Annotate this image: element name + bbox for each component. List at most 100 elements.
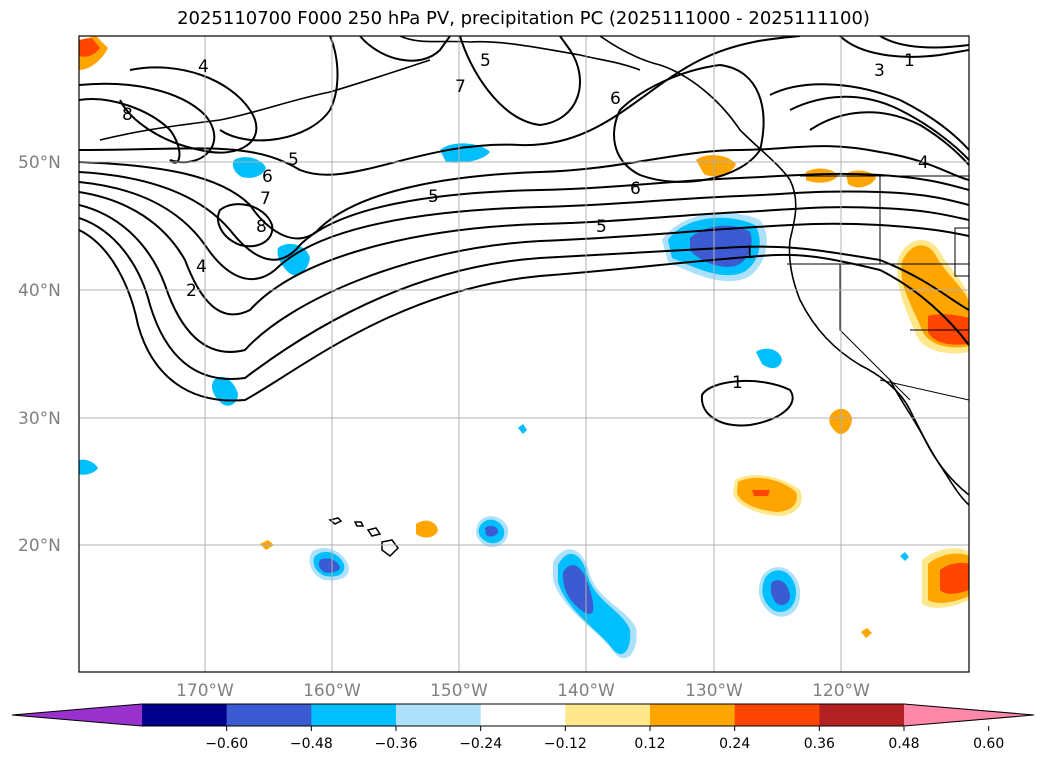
colorbar-segment — [480, 704, 566, 726]
pv-contour — [700, 380, 794, 427]
pv-contour — [79, 145, 969, 240]
lat-label: 30°N — [18, 409, 61, 429]
border-state — [954, 227, 969, 277]
pv-contour — [79, 229, 969, 402]
lat-label: 50°N — [18, 153, 61, 173]
hawaii-islands — [328, 517, 399, 557]
pv-contour — [879, 36, 969, 49]
contour-label: 7 — [260, 189, 271, 209]
pv-contour — [79, 217, 969, 380]
map-title: 2025110700 F000 250 hPa PV, precipitatio… — [177, 8, 870, 29]
lat-label: 40°N — [18, 281, 61, 301]
lon-labels: 170°W 160°W 150°W 140°W 130°W 120°W — [176, 681, 870, 701]
coastline-aleutians — [99, 59, 431, 141]
colorbar-segment — [396, 704, 482, 726]
coastlines — [99, 36, 969, 506]
colorbar-extend-low — [12, 704, 142, 726]
precip-neg-dark — [770, 580, 790, 606]
precip-pos-dark — [79, 38, 100, 57]
borders — [787, 175, 969, 401]
contour-label: 6 — [262, 167, 273, 187]
contour-label: 7 — [455, 77, 466, 97]
contour-label: 4 — [198, 57, 209, 77]
pv-contour — [359, 36, 451, 62]
pv-contour — [79, 36, 801, 176]
colorbar-outline — [11, 703, 1035, 727]
colorbar-tick-label: −0.48 — [290, 736, 333, 752]
lon-label: 150°W — [430, 681, 488, 701]
pv-contour — [769, 83, 969, 151]
precip-pos-mid — [416, 520, 438, 538]
pv-contour — [219, 36, 339, 142]
island — [366, 527, 382, 537]
coastline-alaska — [399, 36, 641, 71]
contour-label: 6 — [630, 179, 641, 199]
colorbar-tick-label: 0.60 — [973, 736, 1004, 752]
lat-labels: 50°N 40°N 30°N 20°N — [18, 153, 61, 556]
lon-label: 130°W — [685, 681, 743, 701]
island — [328, 517, 343, 525]
colorbar-extend-high — [904, 704, 1034, 726]
graticule — [79, 36, 969, 672]
contour-label: 4 — [196, 257, 207, 277]
lon-label: 160°W — [303, 681, 361, 701]
colorbar-tick-label: −0.60 — [205, 736, 248, 752]
pv-contour — [79, 191, 969, 316]
lat-label: 20°N — [18, 536, 61, 556]
precip-neg-dark — [485, 525, 498, 537]
pv-contour — [79, 171, 969, 261]
precip-pos-dark — [928, 314, 969, 345]
map-frame — [78, 35, 970, 673]
contour-label: 5 — [480, 51, 491, 71]
precip-neg-dark — [690, 225, 752, 267]
precip-pos-dark — [752, 490, 770, 496]
pv-contour — [789, 95, 969, 161]
colorbar-tick-label: −0.36 — [375, 736, 418, 752]
precip-pos-dark — [940, 562, 969, 594]
precipitation-anomalies — [79, 36, 969, 659]
pv-contour — [839, 36, 969, 58]
contour-label: 1 — [744, 243, 755, 263]
contour-label: 3 — [874, 61, 885, 81]
colorbar-segment — [650, 704, 736, 726]
coastline-baja — [889, 379, 969, 496]
precip-neg-mid — [518, 424, 527, 434]
lon-label: 120°W — [812, 681, 870, 701]
map-plot-area — [79, 36, 969, 672]
colorbar-tick-label: 0.24 — [719, 736, 750, 752]
contour-label: 2 — [186, 281, 197, 301]
island — [353, 521, 365, 527]
contour-label: 4 — [918, 153, 929, 173]
island — [381, 539, 399, 557]
colorbar-tick-label: −0.24 — [459, 736, 502, 752]
contour-label: 6 — [610, 89, 621, 109]
colorbar-tick-label: 0.36 — [804, 736, 835, 752]
colorbar-tick-label: 0.48 — [888, 736, 919, 752]
pv-contour — [809, 111, 969, 166]
colorbar: −0.60 −0.48 −0.36 −0.24 −0.12 0.12 0.24 0.36 0.4… — [11, 703, 1035, 752]
border-us-mexico — [879, 379, 969, 401]
pv-contour — [217, 203, 274, 248]
precip-neg-mid — [440, 143, 490, 163]
contour-label: 8 — [256, 217, 267, 237]
contour-label: 8 — [122, 105, 133, 125]
colorbar-segment — [226, 704, 312, 726]
colorbar-tick-label: 0.12 — [634, 736, 665, 752]
contour-label: 1 — [904, 51, 915, 71]
precip-neg-mid — [277, 243, 310, 276]
precip-neg-mid — [212, 376, 238, 406]
lon-label: 140°W — [557, 681, 615, 701]
precip-pos-mid — [861, 628, 872, 638]
pv-contour — [79, 204, 969, 353]
lon-label: 170°W — [176, 681, 234, 701]
colorbar-segment — [142, 704, 228, 726]
contour-label: 1 — [732, 373, 743, 393]
precip-neg-mid — [900, 552, 909, 561]
colorbar-segment — [819, 704, 905, 726]
contour-label: 5 — [288, 150, 299, 170]
pv-contour — [459, 36, 581, 127]
colorbar-tick-label: −0.12 — [544, 736, 587, 752]
colorbar-segment — [311, 704, 397, 726]
precip-neg-mid — [756, 348, 782, 369]
